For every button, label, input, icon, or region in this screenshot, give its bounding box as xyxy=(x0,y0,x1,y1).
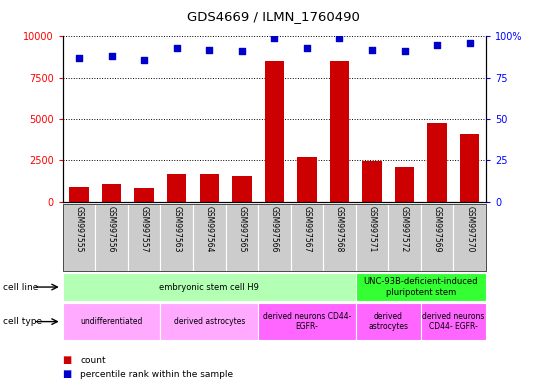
Text: GDS4669 / ILMN_1760490: GDS4669 / ILMN_1760490 xyxy=(187,10,359,23)
Point xyxy=(433,42,442,48)
Text: GSM997563: GSM997563 xyxy=(172,205,181,252)
Bar xyxy=(421,303,486,340)
Text: derived neurons
CD44- EGFR-: derived neurons CD44- EGFR- xyxy=(422,312,485,331)
Bar xyxy=(362,161,382,202)
Point xyxy=(140,56,149,63)
Bar xyxy=(161,204,193,271)
Text: percentile rank within the sample: percentile rank within the sample xyxy=(80,370,233,379)
Text: GSM997556: GSM997556 xyxy=(107,205,116,252)
Bar xyxy=(356,273,486,301)
Text: GSM997566: GSM997566 xyxy=(270,205,279,252)
Bar xyxy=(265,61,284,202)
Text: UNC-93B-deficient-induced
pluripotent stem: UNC-93B-deficient-induced pluripotent st… xyxy=(364,277,478,297)
Text: GSM997557: GSM997557 xyxy=(140,205,149,252)
Bar xyxy=(258,204,290,271)
Bar xyxy=(460,134,479,202)
Bar xyxy=(134,189,154,202)
Bar xyxy=(258,303,356,340)
Bar xyxy=(63,204,96,271)
Point xyxy=(173,45,181,51)
Bar xyxy=(395,167,414,202)
Text: GSM997564: GSM997564 xyxy=(205,205,214,252)
Text: count: count xyxy=(80,356,106,365)
Bar xyxy=(167,174,187,202)
Bar xyxy=(290,204,323,271)
Bar xyxy=(356,204,388,271)
Point xyxy=(107,53,116,60)
Text: cell type: cell type xyxy=(3,317,42,326)
Bar xyxy=(330,61,349,202)
Text: GSM997572: GSM997572 xyxy=(400,205,409,252)
Text: ■: ■ xyxy=(63,369,75,379)
Bar xyxy=(428,123,447,202)
Point xyxy=(75,55,84,61)
Bar xyxy=(128,204,161,271)
Bar xyxy=(193,204,225,271)
Text: embryonic stem cell H9: embryonic stem cell H9 xyxy=(159,283,259,291)
Point xyxy=(270,35,278,41)
Point xyxy=(400,48,409,55)
Text: ■: ■ xyxy=(63,355,75,365)
Point xyxy=(238,48,246,55)
Point xyxy=(367,46,376,53)
Bar xyxy=(63,273,356,301)
Bar xyxy=(102,184,121,202)
Text: derived
astrocytes: derived astrocytes xyxy=(369,312,408,331)
Text: derived astrocytes: derived astrocytes xyxy=(174,317,245,326)
Text: GSM997571: GSM997571 xyxy=(367,205,377,252)
Text: GSM997568: GSM997568 xyxy=(335,205,344,252)
Text: undifferentiated: undifferentiated xyxy=(80,317,143,326)
Text: GSM997555: GSM997555 xyxy=(75,205,84,252)
Bar xyxy=(69,187,89,202)
Bar xyxy=(63,303,161,340)
Bar xyxy=(199,174,219,202)
Bar xyxy=(388,204,421,271)
Text: GSM997570: GSM997570 xyxy=(465,205,474,252)
Point xyxy=(205,46,213,53)
Text: GSM997569: GSM997569 xyxy=(432,205,442,252)
Text: GSM997567: GSM997567 xyxy=(302,205,311,252)
Bar xyxy=(232,176,252,202)
Point xyxy=(465,40,474,46)
Bar xyxy=(323,204,356,271)
Bar xyxy=(297,157,317,202)
Bar xyxy=(96,204,128,271)
Text: derived neurons CD44-
EGFR-: derived neurons CD44- EGFR- xyxy=(263,312,351,331)
Point xyxy=(335,35,344,41)
Text: cell line: cell line xyxy=(3,283,38,291)
Bar xyxy=(356,303,421,340)
Text: GSM997565: GSM997565 xyxy=(238,205,246,252)
Point xyxy=(302,45,311,51)
Bar xyxy=(161,303,258,340)
Bar xyxy=(225,204,258,271)
Bar xyxy=(421,204,453,271)
Bar xyxy=(453,204,486,271)
